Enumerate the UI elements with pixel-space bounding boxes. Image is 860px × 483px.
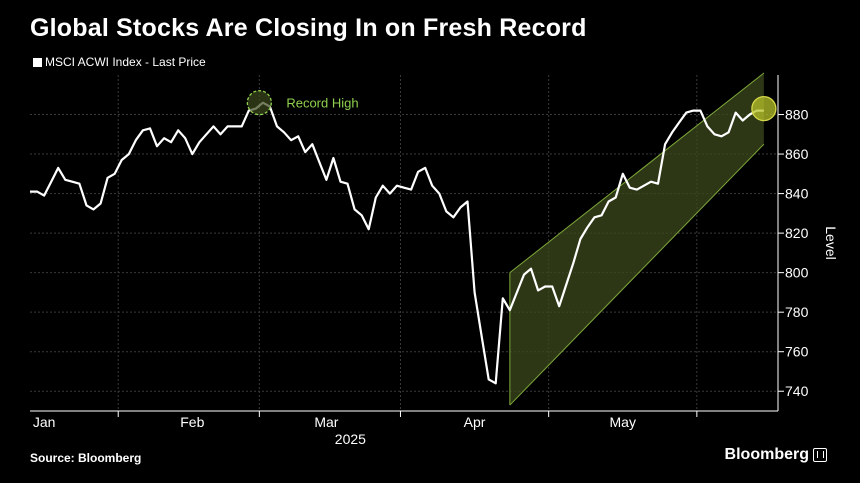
chart-legend: MSCI ACWI Index - Last Price [33,55,206,69]
chart-title: Global Stocks Are Closing In on Fresh Re… [30,14,587,42]
series-line [30,101,764,385]
latest-value-marker [751,95,777,122]
y-tick-label: 740 [785,383,809,399]
brand-badge-icon [813,448,827,462]
x-axis-year-label: 2025 [335,431,366,447]
bloomberg-logo: Bloomberg [725,446,827,464]
y-tick-label: 840 [785,186,809,202]
trend-channel-upper [509,72,765,274]
y-tick-label: 780 [785,304,809,320]
record-high-marker [246,90,272,116]
y-tick-label: 880 [785,107,809,123]
x-tick-label: May [610,414,636,430]
trend-channel-lower [509,143,765,406]
y-tick-label: 860 [785,146,809,162]
brand-name: Bloomberg [724,446,809,463]
annotation-layer: Record High [246,90,777,122]
trend-channel-fill [509,73,764,406]
channel-layer [509,72,765,406]
source-note: Source: Bloomberg [30,451,142,465]
axis-layer: 740 760 780 800 820 840 860 880 Jan Feb Mar Apr May 2… [30,75,839,447]
y-axis-title: Level [823,226,839,259]
series-layer [30,101,764,385]
x-tick-label: Apr [464,414,486,430]
x-tick-label: Feb [180,414,204,430]
x-tick-label: Mar [314,414,338,430]
record-high-label: Record High [286,96,358,111]
legend-swatch [33,57,42,67]
y-tick-label: 760 [785,344,809,360]
x-tick-label: Jan [33,414,56,430]
y-tick-label: 820 [785,225,809,241]
legend-label: MSCI ACWI Index - Last Price [45,55,206,69]
y-tick-label: 800 [785,265,809,281]
